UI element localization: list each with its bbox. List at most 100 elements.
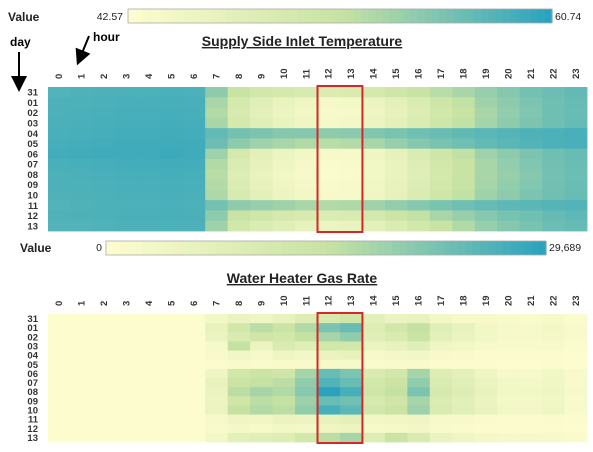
day-tick-label: 02 (27, 332, 38, 343)
heatmap-cell (317, 423, 341, 434)
heatmap-cell (205, 220, 229, 232)
legend-color-step (156, 9, 164, 23)
heatmap-cell (115, 323, 139, 333)
heatmap-cell (519, 148, 543, 160)
heatmap-cell (160, 323, 184, 333)
heatmap-cell (474, 87, 498, 98)
heatmap-cell (92, 189, 116, 201)
heatmap-cell (250, 200, 273, 211)
hour-tick-label: 16 (414, 295, 425, 306)
hour-tick-label: 1 (77, 73, 88, 79)
heatmap-cell (339, 117, 363, 129)
heatmap-cell (227, 179, 251, 191)
heatmap-cell (452, 87, 476, 98)
legend-color-step (488, 9, 497, 23)
heatmap-cell (227, 368, 251, 379)
heatmap-cell (474, 117, 498, 129)
heatmap-cell (70, 323, 94, 333)
heatmap-cell (564, 387, 588, 397)
heatmap-cell (542, 200, 565, 211)
heatmap-cell (250, 128, 273, 139)
heatmap-cell (407, 332, 431, 342)
day-annotation: day (10, 35, 31, 49)
heatmap-cell (272, 138, 296, 150)
heatmap-cell (339, 200, 363, 211)
heatmap-cell (339, 220, 363, 232)
legend-color-step (460, 9, 468, 23)
heatmap-cell (384, 189, 408, 201)
heatmap-cell (519, 128, 543, 139)
hour-tick-label: 0 (54, 301, 65, 306)
heatmap-cell (48, 107, 71, 119)
heatmap-cell (227, 138, 251, 150)
day-tick-label: 08 (27, 387, 38, 398)
heatmap-cell (407, 359, 431, 370)
legend-color-step (205, 9, 214, 23)
heatmap-cell (317, 138, 341, 150)
day-tick-label: 10 (27, 406, 38, 417)
heatmap-cell (115, 169, 139, 180)
heatmap-cell (407, 323, 431, 333)
heatmap-cell (92, 387, 116, 397)
heatmap-cell (564, 138, 588, 150)
heatmap-cell (92, 128, 116, 139)
heatmap-cell (452, 350, 476, 361)
heatmap-cell (205, 148, 229, 160)
heatmap-cell (137, 138, 161, 150)
hour-tick-label: 13 (346, 295, 357, 306)
heatmap-cell (542, 87, 565, 98)
heatmap-cell (92, 87, 116, 98)
hour-tick-label: 12 (324, 68, 335, 79)
heatmap-cell (48, 128, 71, 139)
hour-tick-label: 10 (279, 295, 290, 306)
heatmap-cell (227, 341, 251, 351)
heatmap-cell (92, 378, 116, 388)
heatmap-cell (272, 159, 296, 170)
heatmap-cell (452, 210, 476, 222)
heatmap-cell (474, 210, 498, 222)
heatmap-cell (70, 314, 94, 324)
heatmap-cell (407, 189, 431, 201)
heatmap-cell (497, 179, 521, 191)
heatmap-cell (429, 148, 453, 160)
heatmap-cell (474, 148, 498, 160)
heatmap-cell (564, 396, 588, 406)
legend-color-step (223, 241, 232, 255)
heatmap-cell (115, 359, 139, 370)
heatmap-cell (564, 378, 588, 388)
heatmap-cell (474, 220, 498, 232)
heatmap-cell (452, 200, 476, 211)
heatmap-cell (542, 387, 565, 397)
heatmap-cell (272, 405, 296, 415)
heatmap-cell (519, 323, 543, 333)
heatmap-cell (205, 423, 229, 434)
hour-tick-label: 19 (481, 295, 492, 306)
heatmap-cell (205, 87, 229, 98)
hour-tick-label: 19 (481, 68, 492, 79)
heatmap-cell (160, 169, 184, 180)
legend-color-step (142, 241, 151, 255)
legend-color-step (438, 9, 447, 23)
heatmap-cell (92, 332, 116, 342)
heatmap-cell (362, 179, 386, 191)
heatmap-cell (295, 387, 318, 397)
legend-color-step (296, 241, 305, 255)
heatmap-cell (115, 138, 139, 150)
hour-tick-label: 17 (436, 68, 447, 79)
heatmap-cell (564, 200, 588, 211)
heatmap-cell (250, 341, 273, 351)
heatmap-cell (429, 138, 453, 150)
heatmap-cell (48, 210, 71, 222)
legend-frame (127, 8, 553, 24)
heatmap-cell (407, 378, 431, 388)
heatmap-cell (48, 396, 71, 406)
heatmap-cell (250, 359, 273, 370)
heatmap-cell (452, 97, 476, 108)
legend-color-step (487, 241, 496, 255)
heatmap-cell (497, 378, 521, 388)
heatmap-cell (272, 210, 296, 222)
legend-color-step (538, 241, 547, 255)
heatmap-cell (92, 179, 116, 191)
heatmap-cell (519, 314, 543, 324)
legend-color-step (382, 9, 391, 23)
